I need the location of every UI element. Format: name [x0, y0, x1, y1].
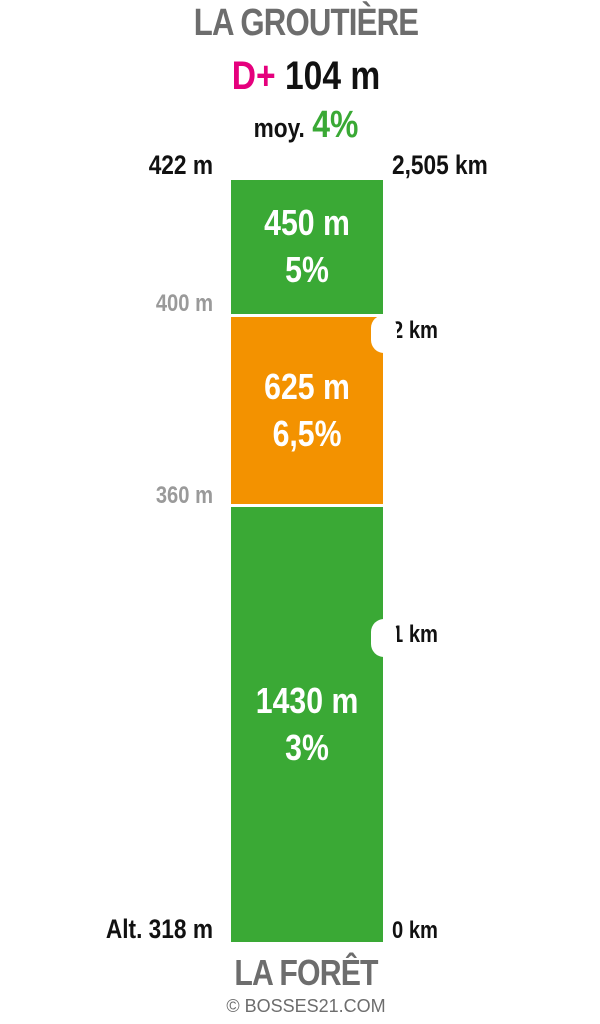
average-gradient: moy. 4% — [49, 104, 563, 147]
profile-segment-2: 625 m 6,5% — [231, 317, 383, 504]
distance-end-label: 2,505 km — [392, 150, 488, 180]
valley-name: LA FORÊT — [234, 952, 378, 993]
segment-gradient-label: 6,5% — [272, 412, 342, 454]
km-marker-notch — [371, 315, 397, 353]
profile-segment-3: 450 m 5% — [231, 180, 383, 314]
gain-value: 104 m — [284, 54, 381, 98]
average-value: 4% — [312, 104, 359, 146]
segment-gradient-label: 3% — [285, 726, 329, 768]
km-marker-notch — [371, 619, 397, 657]
altitude-base-label: Alt. 318 m — [105, 914, 213, 944]
segment-length-label: 625 m — [264, 365, 350, 407]
credit: © BOSSES21.COM — [226, 996, 386, 1016]
summit-name: LA GROUTIÈRE — [193, 2, 419, 44]
altitude-360-label: 360 m — [155, 482, 213, 509]
gain-prefix: D+ — [231, 54, 276, 98]
altitude-400-label: 400 m — [155, 290, 213, 317]
climb-profile-column: 1430 m 3% 625 m 6,5% 450 m 5% — [231, 180, 383, 942]
segment-length-label: 1430 m — [255, 679, 359, 721]
distance-1km-label: 1 km — [392, 621, 438, 648]
average-label: moy. — [253, 113, 305, 143]
segment-length-label: 450 m — [264, 202, 350, 244]
distance-2km-label: 2 km — [392, 317, 438, 344]
elevation-gain: D+ 104 m — [49, 54, 563, 99]
profile-segment-1: 1430 m 3% — [231, 507, 383, 942]
altitude-top-label: 422 m — [148, 150, 213, 180]
segment-gradient-label: 5% — [285, 249, 329, 290]
distance-start-label: 0 km — [392, 917, 438, 944]
